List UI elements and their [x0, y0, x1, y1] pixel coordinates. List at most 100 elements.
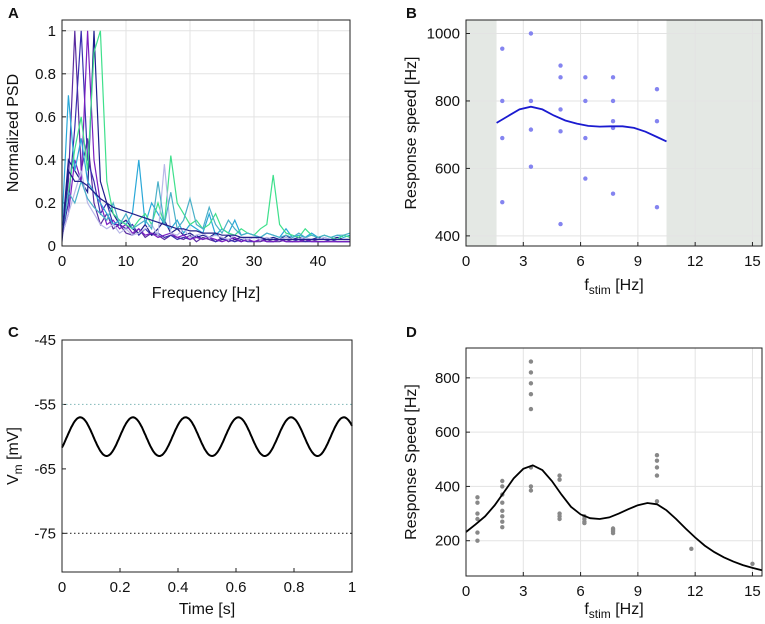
- data-point: [610, 98, 616, 104]
- data-point: [557, 473, 562, 478]
- data-point: [500, 514, 505, 519]
- data-point: [475, 530, 480, 535]
- data-point: [654, 86, 660, 92]
- x-tick-label: 3: [519, 253, 527, 270]
- x-tick-label: 6: [576, 583, 584, 600]
- data-point: [654, 453, 660, 458]
- x-tick-label: 1: [348, 579, 356, 596]
- fit-line: [465, 464, 763, 572]
- y-tick-label: 600: [435, 424, 460, 441]
- y-axis-label-main: V: [5, 474, 22, 485]
- data-point: [528, 359, 534, 364]
- x-tick-label: 12: [687, 253, 704, 270]
- x-tick-label: 0.6: [226, 579, 247, 596]
- x-tick-label: 0: [58, 579, 66, 596]
- plot-background: [466, 348, 762, 576]
- plot-frame: [465, 347, 763, 577]
- y-axis-label: Vm [mV]: [5, 427, 25, 485]
- x-tick-label: 6: [576, 253, 584, 270]
- x-tick-label: 40: [310, 253, 327, 270]
- psd-series-line: [62, 30, 350, 243]
- y-tick-label: 0.8: [35, 66, 56, 83]
- psd-series-line: [62, 179, 350, 239]
- panel-label-d: D: [406, 324, 417, 341]
- data-point: [654, 473, 660, 478]
- plot-frame: [465, 19, 763, 247]
- y-axis-label: Response speed [Hz]: [403, 57, 420, 210]
- data-point: [654, 118, 660, 124]
- x-tick-label: 9: [634, 583, 642, 600]
- data-point: [475, 516, 480, 522]
- x-tick-label: 0: [58, 253, 66, 270]
- y-tick-label: 1: [48, 23, 56, 40]
- x-tick-label: 10: [118, 253, 135, 270]
- series-group: [62, 30, 350, 243]
- data-point: [654, 458, 660, 463]
- x-tick-label: 15: [744, 253, 761, 270]
- x-tick-label: 9: [634, 253, 642, 270]
- data-point: [528, 406, 534, 412]
- data-point: [475, 538, 480, 543]
- y-tick-label: 600: [435, 160, 460, 177]
- data-point: [475, 500, 480, 505]
- data-point: [528, 488, 534, 493]
- data-point: [500, 524, 505, 530]
- y-tick-label: -55: [34, 396, 56, 413]
- data-point: [500, 135, 505, 141]
- data-point: [654, 465, 660, 470]
- y-axis-label: Response Speed [Hz]: [403, 384, 420, 540]
- data-point: [583, 98, 588, 104]
- data-point: [558, 129, 563, 134]
- y-tick-label: 200: [435, 533, 460, 550]
- data-point: [557, 516, 562, 522]
- data-point: [500, 519, 505, 524]
- x-axis-label-sub: stim: [589, 283, 611, 297]
- psd-series-line: [62, 30, 350, 241]
- x-tick-label: 0.2: [110, 579, 131, 596]
- data-point: [475, 495, 480, 500]
- data-point: [500, 98, 505, 104]
- data-point: [558, 75, 563, 80]
- data-point: [528, 98, 534, 104]
- panel-b-response-speed-chart: 0 3 6 9 12 15 400 600 800 1000 fstim [Hz] Response …: [403, 19, 763, 297]
- x-axis-label-main: f: [584, 277, 589, 294]
- fit-line: [496, 105, 667, 143]
- data-point: [500, 484, 505, 489]
- panel-a-psd-chart: 0 10 20 30 40 0 0.2 0.4 0.6 0.8 1 Frequency [Hz] Nor…: [5, 19, 351, 302]
- voltage-trace: [61, 416, 353, 458]
- data-point: [583, 135, 588, 141]
- x-axis-label: fstim [Hz]: [584, 601, 643, 621]
- panel-label-a: A: [8, 5, 19, 22]
- x-tick-label: 15: [744, 583, 761, 600]
- shaded-region: [466, 20, 497, 246]
- data-point: [528, 370, 534, 375]
- y-axis-label: Normalized PSD: [5, 74, 22, 192]
- shaded-region: [666, 20, 762, 246]
- data-point: [750, 561, 755, 566]
- x-tick-label: 0: [462, 583, 470, 600]
- plot-frame: [61, 19, 351, 247]
- data-point: [610, 191, 616, 196]
- y-tick-label: 0.4: [35, 152, 56, 169]
- y-tick-label: -75: [34, 525, 56, 542]
- psd-series-line: [62, 95, 350, 239]
- x-tick-label: 0: [462, 253, 470, 270]
- psd-series-line: [62, 168, 350, 242]
- y-tick-label: 400: [435, 478, 460, 495]
- data-point: [583, 176, 588, 181]
- y-axis-label-sub: m: [11, 464, 25, 474]
- data-point: [528, 127, 534, 132]
- data-point: [500, 199, 505, 205]
- data-point: [528, 164, 534, 169]
- data-point: [654, 205, 660, 210]
- panel-c-membrane-voltage-chart: 0 0.2 0.4 0.6 0.8 1 -45 -55 -65 -75 Time [s] Vm [mV…: [5, 332, 356, 618]
- data-point: [558, 221, 563, 227]
- y-tick-label: 1000: [427, 25, 460, 42]
- plot-frame: [61, 339, 353, 573]
- y-tick-label: 0.6: [35, 109, 56, 126]
- data-point: [528, 391, 534, 397]
- x-tick-label: 20: [182, 253, 199, 270]
- x-tick-label: 3: [519, 583, 527, 600]
- y-axis-label-rest: [mV]: [5, 427, 22, 464]
